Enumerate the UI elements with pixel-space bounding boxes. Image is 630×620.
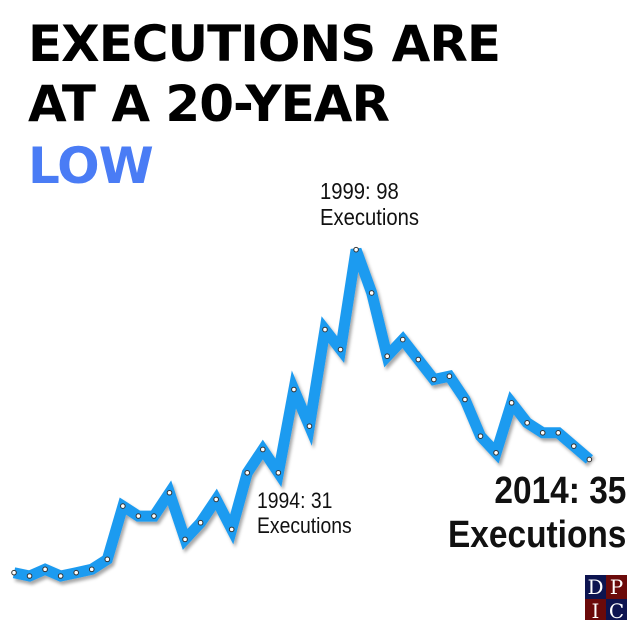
data-point-1979 <box>42 566 48 573</box>
data-point-2002 <box>399 336 406 343</box>
annotation-2014: 2014: 35 Executions <box>448 470 626 557</box>
data-point-2004 <box>431 376 437 383</box>
title-line-1: EXECUTIONS ARE <box>28 15 501 73</box>
data-point-1980 <box>57 573 64 579</box>
data-point-2013 <box>571 443 577 449</box>
executions-series-line <box>12 247 593 582</box>
data-point-1986 <box>151 513 157 519</box>
annotation-2014-line2: Executions <box>448 513 627 556</box>
data-point-2009 <box>508 400 515 406</box>
logo-letter-p: P <box>606 575 627 599</box>
title-line-2: AT A 20-YEAR <box>28 75 390 133</box>
data-point-2014 <box>586 456 593 463</box>
data-point-1983 <box>104 556 111 563</box>
data-point-1996 <box>306 423 313 429</box>
data-point-1991 <box>228 526 235 533</box>
data-point-1981 <box>73 569 79 576</box>
data-point-1999 <box>353 246 359 253</box>
data-point-2008 <box>493 449 499 456</box>
data-point-1982 <box>88 566 95 573</box>
data-point-1997 <box>322 326 328 333</box>
data-point-1984 <box>120 503 126 509</box>
data-point-1990 <box>213 496 219 503</box>
data-point-2011 <box>539 430 546 436</box>
title-line-3-highlight: LOW <box>28 137 154 195</box>
data-point-1998 <box>337 346 344 353</box>
annotation-1994-line2: Executions <box>257 513 352 539</box>
annotation-1999-line2: Executions <box>320 204 420 231</box>
data-point-1985 <box>135 513 142 519</box>
data-point-2010 <box>524 420 530 426</box>
dpic-logo: D P I C <box>585 575 627 620</box>
data-point-2012 <box>555 430 562 436</box>
data-point-2001 <box>384 353 391 360</box>
logo-letter-i: I <box>585 599 606 620</box>
data-point-1978 <box>26 573 33 579</box>
data-point-2003 <box>415 356 422 363</box>
data-point-2007 <box>477 433 484 439</box>
logo-letter-c: C <box>606 599 627 620</box>
annotation-2014-line1: 2014: 35 <box>494 470 627 512</box>
data-point-1977 <box>11 569 17 576</box>
data-point-1992 <box>244 469 251 476</box>
data-point-1995 <box>291 386 297 393</box>
annotation-1994-line1: 1994: 31 <box>257 488 333 513</box>
data-point-2000 <box>368 290 375 296</box>
data-point-2005 <box>446 373 453 380</box>
data-point-1993 <box>260 446 266 453</box>
data-point-1989 <box>197 519 204 526</box>
data-point-2006 <box>462 396 468 403</box>
data-point-1988 <box>182 536 188 543</box>
annotation-1999-line1: 1999: 98 <box>320 178 399 204</box>
data-point-1987 <box>166 489 173 496</box>
logo-letter-d: D <box>585 575 606 599</box>
data-point-1994 <box>275 469 282 476</box>
annotation-1994: 1994: 31 Executions <box>257 488 352 539</box>
annotation-1999: 1999: 98 Executions <box>320 178 419 231</box>
